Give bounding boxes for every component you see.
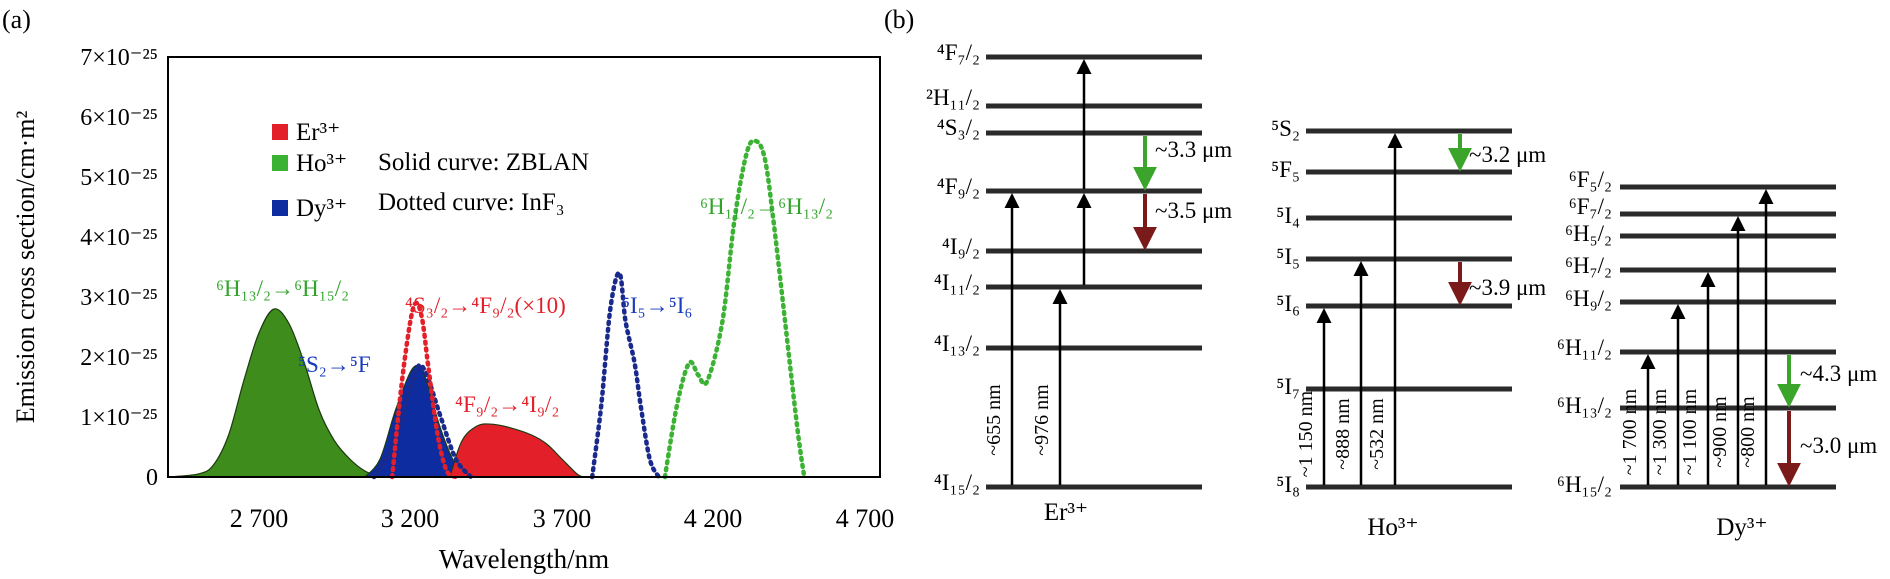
er-ion-label: Er³⁺ <box>1044 499 1088 526</box>
er-level-label: ⁴F₇/₂ <box>937 40 980 65</box>
dy-level-label: ⁶H₁₃/₂ <box>1557 393 1612 418</box>
series-layer <box>167 138 807 480</box>
er-level-label: ²H₁₁/₂ <box>926 85 980 110</box>
plot-area <box>167 56 881 480</box>
y-tick-label: 0 <box>146 465 158 491</box>
emission-label: ~3.2 μm <box>1469 142 1546 167</box>
legend-note-dotted: Dotted curve: InF₃ <box>378 189 564 216</box>
ho-level-label: ⁵I₅ <box>1276 244 1300 269</box>
y-axis: 0 1×10⁻²⁵ 2×10⁻²⁵ 3×10⁻²⁵ 4×10⁻²⁵ 5×10⁻²… <box>11 45 158 491</box>
er-level-label: ⁴S₃/₂ <box>937 115 980 140</box>
dy-level-label: ⁶F₇/₂ <box>1569 194 1612 219</box>
ho-level-label: ⁵I₇ <box>1276 374 1300 399</box>
pump-label: ~532 nm <box>1366 398 1388 470</box>
dy-level-label: ⁶H₅/₂ <box>1565 221 1612 246</box>
ho-levels <box>1306 128 1512 490</box>
y-tick-label: 5×10⁻²⁵ <box>80 165 158 191</box>
legend-label-dy: Dy³⁺ <box>296 195 347 222</box>
spectrum-fill <box>167 308 381 478</box>
ho-level-label: ⁵I₆ <box>1276 291 1300 316</box>
pump-label: ~976 nm <box>1031 384 1053 456</box>
annotation-er-f92: ⁴F₉/₂→⁴I₉/₂ <box>455 392 559 417</box>
x-tick-label: 4 200 <box>684 504 743 533</box>
spectrum-dotted-curve <box>662 138 807 480</box>
ho-pump-arrows <box>1316 133 1403 485</box>
panel-a: (a) 0 1×10⁻²⁵ 2×10⁻²⁵ 3×10⁻²⁵ 4×10⁻²⁵ 5×… <box>2 5 894 574</box>
emission-label: ~3.3 μm <box>1155 137 1232 162</box>
pump-label: ~655 nm <box>983 384 1005 456</box>
panel-b: (b) ⁴F₇/₂ ²H₁₁/₂ ⁴S₃/₂ ⁴F₉/₂ ⁴I₉/₂ ⁴I₁₁/… <box>884 5 1877 541</box>
y-tick-label: 6×10⁻²⁵ <box>80 105 158 131</box>
er-levels <box>986 54 1202 490</box>
emission-label: ~3.9 μm <box>1469 275 1546 300</box>
dy-level-label: ⁶H₁₅/₂ <box>1557 472 1612 497</box>
spectrum-dotted-curve <box>589 270 662 480</box>
er-level-label: ⁴F₉/₂ <box>937 174 980 199</box>
x-tick-label: 2 700 <box>230 504 289 533</box>
er-level-label: ⁴I₁₁/₂ <box>934 270 980 295</box>
pump-label: ~888 nm <box>1332 398 1354 470</box>
pump-label: ~1 100 nm <box>1679 388 1701 475</box>
ho-level-label: ⁵F₅ <box>1271 157 1300 182</box>
pump-label: ~1 150 nm <box>1295 390 1317 477</box>
pump-label: ~900 nm <box>1709 396 1731 468</box>
y-axis-label: Emission cross section/cm·m² <box>11 111 40 424</box>
ho-level-label: ⁵S₂ <box>1271 116 1300 141</box>
er-pump-arrows <box>1004 59 1092 485</box>
emission-label: ~3.0 μm <box>1800 433 1877 458</box>
panel-b-label: (b) <box>884 5 914 34</box>
dy-pump-arrows <box>1640 189 1774 485</box>
annotation-dy-h11: ⁶H₁₁/₂→⁶H₁₃/₂ <box>700 194 833 219</box>
dy-levels <box>1620 184 1836 490</box>
dy-level-label: ⁶F₅/₂ <box>1569 167 1612 192</box>
x-tick-label: 4 700 <box>836 504 895 533</box>
ho-level-label: ⁵I₈ <box>1276 472 1300 497</box>
ho-ion-label: Ho³⁺ <box>1367 514 1418 541</box>
legend-note-solid: Solid curve: ZBLAN <box>378 149 589 176</box>
emission-label: ~3.5 μm <box>1155 198 1232 223</box>
pump-label: ~1 700 nm <box>1619 388 1641 475</box>
panel-a-label: (a) <box>2 5 31 34</box>
y-tick-label: 2×10⁻²⁵ <box>80 345 158 371</box>
er-diagram: ⁴F₇/₂ ²H₁₁/₂ ⁴S₃/₂ ⁴F₉/₂ ⁴I₉/₂ ⁴I₁₁/₂ ⁴I… <box>926 40 1232 526</box>
legend-label-ho: Ho³⁺ <box>296 150 347 177</box>
transition-annotations: ⁶H₁₃/₂→⁶H₁₅/₂ ⁵S₂→⁵F ⁴S₃/₂→⁴F₉/₂(×10) ⁴F… <box>216 194 833 417</box>
annotation-dy-s2: ⁵S₂→⁵F <box>298 352 371 377</box>
dy-level-label: ⁶H₁₁/₂ <box>1557 335 1612 360</box>
y-tick-label: 7×10⁻²⁵ <box>80 45 158 71</box>
pump-label: ~800 nm <box>1737 396 1759 468</box>
er-level-label: ⁴I₁₅/₂ <box>934 470 980 495</box>
pump-label: ~1 300 nm <box>1649 388 1671 475</box>
spectrum-dotted-curve <box>389 300 459 480</box>
x-axis-label: Wavelength/nm <box>439 544 609 574</box>
ho-level-label: ⁵I₄ <box>1276 203 1300 228</box>
dy-level-label: ⁶H₇/₂ <box>1565 253 1612 278</box>
annotation-ho-main: ⁶H₁₃/₂→⁶H₁₅/₂ <box>216 276 349 301</box>
y-tick-label: 1×10⁻²⁵ <box>80 405 158 431</box>
dy-ion-label: Dy³⁺ <box>1716 514 1767 541</box>
x-tick-label: 3 200 <box>381 504 440 533</box>
y-tick-label: 4×10⁻²⁵ <box>80 225 158 251</box>
annotation-er-s32: ⁴S₃/₂→⁴F₉/₂(×10) <box>405 293 566 318</box>
x-axis: 2 700 3 200 3 700 4 200 4 700 Wavelength… <box>230 504 895 574</box>
emission-label: ~4.3 μm <box>1800 361 1877 386</box>
spectrum-dotted-curve <box>371 362 474 480</box>
legend-swatch-er <box>272 124 288 140</box>
spectrum-fill <box>448 423 584 478</box>
er-level-label: ⁴I₉/₂ <box>942 234 980 259</box>
ho-diagram: ⁵S₂ ⁵F₅ ⁵I₄ ⁵I₅ ⁵I₆ ⁵I₇ ⁵I₈ ~1 150 nm ~8… <box>1271 116 1546 541</box>
legend: Er³⁺ Ho³⁺ Dy³⁺ Solid curve: ZBLAN Dotted… <box>272 119 589 222</box>
dy-level-label: ⁶H₉/₂ <box>1565 286 1612 311</box>
annotation-ho-i5: ⁵I₅→⁵I₆ <box>622 293 692 318</box>
y-tick-label: 3×10⁻²⁵ <box>80 285 158 311</box>
plot-frame <box>167 56 881 478</box>
legend-swatch-ho <box>272 155 288 171</box>
er-level-label: ⁴I₁₃/₂ <box>934 331 980 356</box>
x-tick-label: 3 700 <box>533 504 592 533</box>
dy-diagram: ⁶F₅/₂ ⁶F₇/₂ ⁶H₅/₂ ⁶H₇/₂ ⁶H₉/₂ ⁶H₁₁/₂ ⁶H₁… <box>1557 167 1877 541</box>
legend-label-er: Er³⁺ <box>296 119 340 146</box>
legend-swatch-dy <box>272 200 288 216</box>
